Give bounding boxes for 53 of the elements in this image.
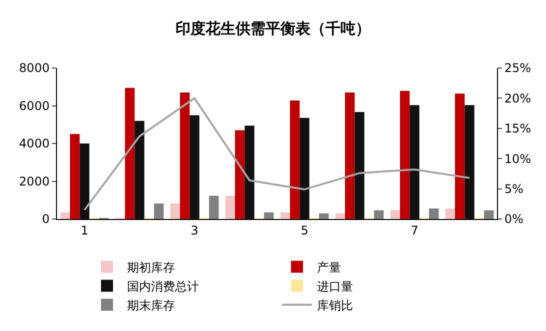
bar (464, 105, 474, 219)
bar (244, 126, 254, 219)
legend-label: 期末库存 (127, 298, 175, 312)
bar (445, 208, 455, 219)
y-tick-label: 8000 (19, 61, 50, 76)
bar (154, 204, 164, 219)
bar (60, 212, 70, 219)
bar (484, 210, 494, 219)
y2-tick-label: 20% (504, 91, 532, 106)
bar (264, 212, 274, 219)
bar (319, 213, 329, 219)
bar (180, 92, 190, 219)
y2-tick-label: 10% (504, 152, 532, 166)
x-tick-label: 1 (80, 223, 88, 238)
y-tick-label: 2000 (19, 174, 50, 188)
x-tick-label: 3 (190, 223, 198, 238)
line-series (84, 97, 470, 211)
bar (80, 144, 90, 219)
legend-label: 进口量 (317, 279, 353, 294)
bar (225, 196, 235, 219)
bar (354, 112, 364, 219)
chart-title: 印度花生供需平衡表（千吨） (176, 20, 370, 38)
x-tick-label: 7 (410, 223, 418, 238)
bar (234, 130, 245, 219)
bar (429, 208, 439, 219)
bar (344, 92, 355, 219)
bar (124, 88, 135, 219)
bar (134, 120, 144, 219)
bar (335, 213, 345, 219)
bar (400, 90, 410, 219)
y-tick-label: 6000 (19, 98, 50, 113)
bar (280, 212, 290, 219)
legend-label: 产量 (317, 260, 341, 274)
y-tick-label: 0 (42, 212, 50, 226)
bar (374, 210, 384, 219)
legend-label: 库销比 (317, 298, 353, 312)
y2-tick-label: 25% (504, 61, 532, 76)
bar (300, 118, 310, 219)
y-tick-label: 4000 (19, 136, 50, 151)
bar (170, 204, 180, 219)
x-tick-label: 5 (300, 223, 308, 238)
bar (70, 134, 80, 219)
bar (209, 196, 219, 219)
bar (454, 94, 465, 219)
y2-tick-label: 5% (504, 182, 524, 196)
bar (290, 100, 300, 219)
bar (410, 105, 420, 219)
y2-tick-label: 0% (504, 212, 524, 226)
bar (190, 115, 200, 219)
bar (390, 210, 400, 219)
legend-label: 国内消费总计 (127, 279, 199, 294)
legend-label: 期初库存 (127, 260, 175, 274)
y2-tick-label: 15% (504, 122, 532, 136)
